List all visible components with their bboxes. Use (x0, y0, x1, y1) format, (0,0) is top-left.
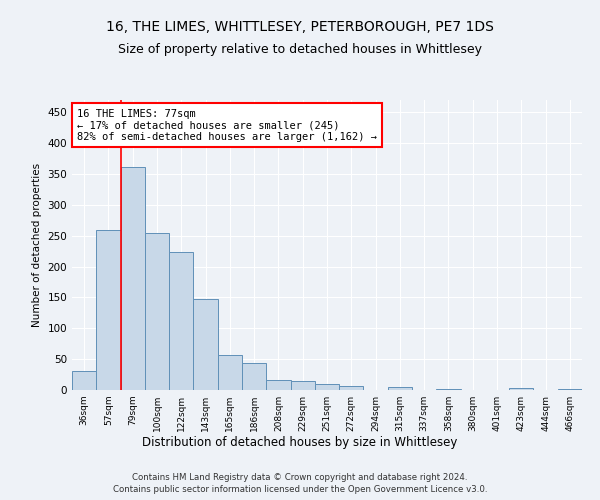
Bar (96, 230, 121, 390)
Text: 16, THE LIMES, WHITTLESEY, PETERBOROUGH, PE7 1DS: 16, THE LIMES, WHITTLESEY, PETERBOROUGH,… (106, 20, 494, 34)
Text: Distribution of detached houses by size in Whittlesey: Distribution of detached houses by size … (142, 436, 458, 449)
Bar (193, 298, 218, 390)
Bar (169, 252, 193, 390)
Bar (558, 389, 582, 390)
Bar (509, 388, 533, 390)
Bar (72, 372, 96, 390)
Bar (266, 380, 290, 390)
Text: Contains public sector information licensed under the Open Government Licence v3: Contains public sector information licen… (113, 485, 487, 494)
Bar (290, 380, 315, 390)
Y-axis label: Number of detached properties: Number of detached properties (32, 163, 42, 327)
Text: Contains HM Land Registry data © Crown copyright and database right 2024.: Contains HM Land Registry data © Crown c… (132, 472, 468, 482)
Bar (388, 387, 412, 390)
Text: Size of property relative to detached houses in Whittlesey: Size of property relative to detached ho… (118, 42, 482, 56)
Bar (339, 386, 364, 390)
Bar (145, 232, 169, 390)
Bar (218, 355, 242, 390)
Text: 16 THE LIMES: 77sqm
← 17% of detached houses are smaller (245)
82% of semi-detac: 16 THE LIMES: 77sqm ← 17% of detached ho… (77, 108, 377, 142)
Bar (436, 389, 461, 390)
Bar (315, 384, 339, 390)
Bar (121, 166, 145, 390)
Bar (242, 363, 266, 390)
